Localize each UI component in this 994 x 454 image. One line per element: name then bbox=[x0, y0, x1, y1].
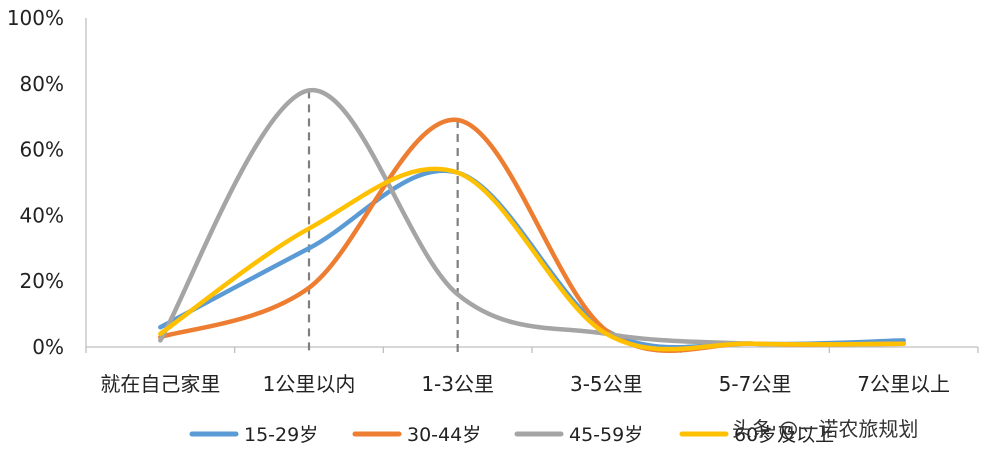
y-tick-label: 80% bbox=[20, 72, 64, 96]
y-tick-label: 40% bbox=[20, 203, 64, 227]
legend-label: 60岁及以上 bbox=[734, 424, 834, 446]
series-line-4 bbox=[158, 166, 906, 352]
y-tick-label: 0% bbox=[32, 335, 64, 359]
series-line-2 bbox=[158, 117, 906, 353]
x-category-label: 就在自己家里 bbox=[100, 372, 220, 396]
series-line-1 bbox=[158, 168, 906, 350]
x-category-label: 5-7公里 bbox=[719, 372, 792, 396]
legend-label: 30-44岁 bbox=[407, 424, 481, 446]
series-lines bbox=[158, 88, 906, 353]
x-category-label: 1-3公里 bbox=[421, 372, 494, 396]
legend-label: 45-59岁 bbox=[569, 424, 643, 446]
reference-lines bbox=[307, 90, 459, 353]
y-tick-label: 100% bbox=[7, 6, 64, 30]
x-category-label: 3-5公里 bbox=[570, 372, 643, 396]
y-tick-label: 60% bbox=[20, 138, 64, 162]
y-axis: 0% 20% 40% 60% 80% 100% bbox=[7, 6, 87, 359]
x-category-label: 7公里以上 bbox=[857, 372, 950, 396]
legend: 15-29岁 30-44岁 45-59岁 60岁及以上 bbox=[189, 424, 834, 446]
legend-label: 15-29岁 bbox=[244, 424, 318, 446]
x-category-label: 1公里以内 bbox=[263, 372, 356, 396]
y-tick-label: 20% bbox=[20, 269, 64, 293]
watermark-text: 头条 @一诺农旅规划 bbox=[732, 417, 918, 441]
x-axis: 就在自己家里 1公里以内 1-3公里 3-5公里 5-7公里 7公里以上 bbox=[85, 346, 979, 396]
